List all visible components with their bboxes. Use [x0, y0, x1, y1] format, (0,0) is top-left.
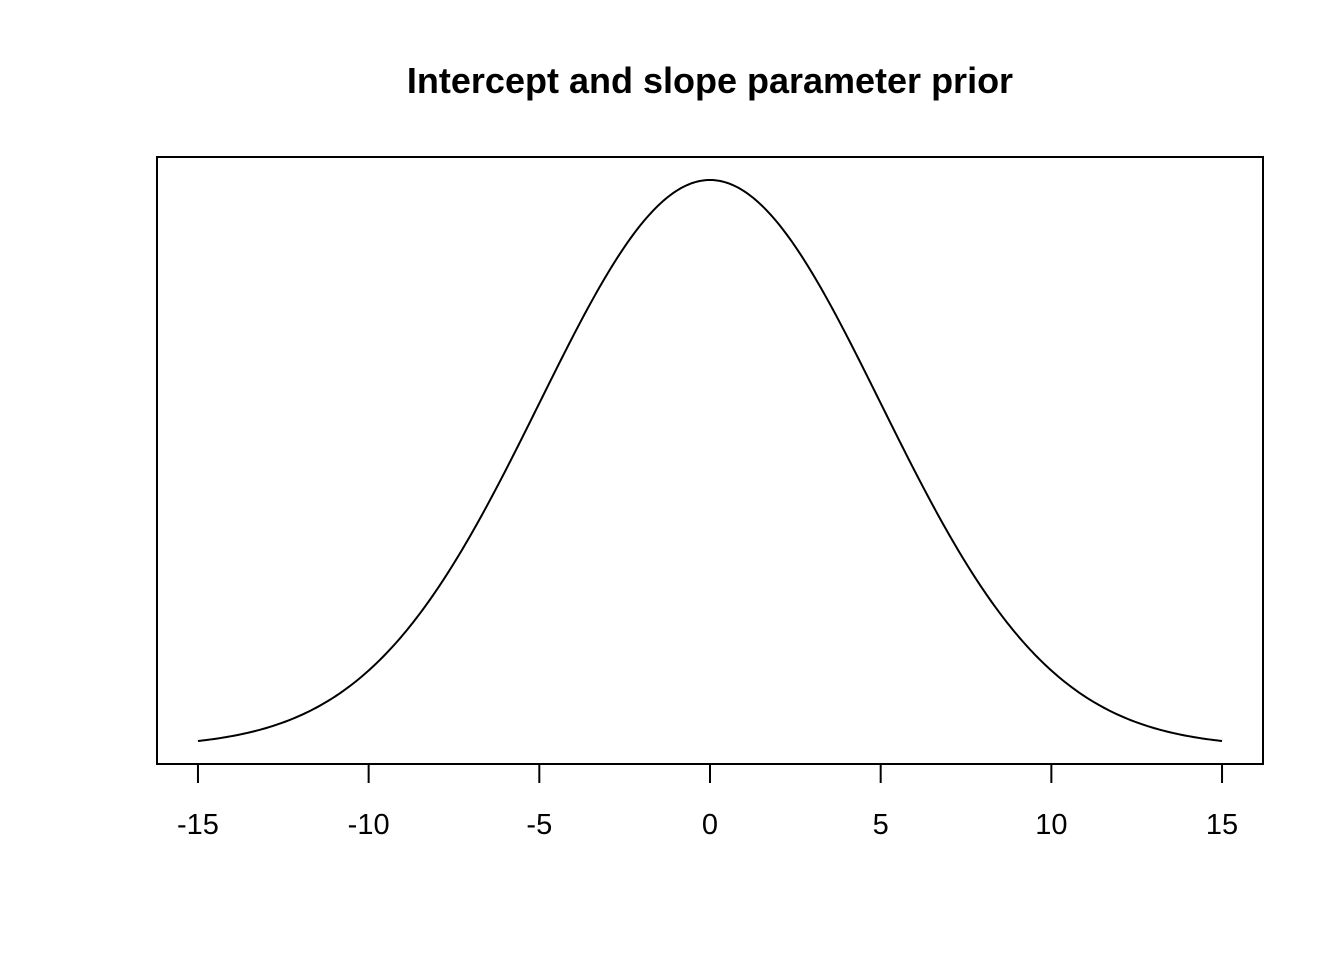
chart-title: Intercept and slope parameter prior [407, 60, 1013, 101]
plot-frame [156, 156, 1264, 765]
x-tick-label: 10 [1035, 809, 1067, 841]
x-tick-label: 15 [1206, 809, 1238, 841]
x-tick-label: -10 [348, 809, 390, 841]
density-curve [197, 178, 1223, 742]
x-tick-label: 0 [702, 809, 718, 841]
x-tick-label: -5 [526, 809, 552, 841]
x-axis: -15 -10 -5 0 5 10 15 [177, 764, 1238, 841]
x-tick-label: -15 [177, 809, 219, 841]
x-tick-label: 5 [873, 809, 889, 841]
